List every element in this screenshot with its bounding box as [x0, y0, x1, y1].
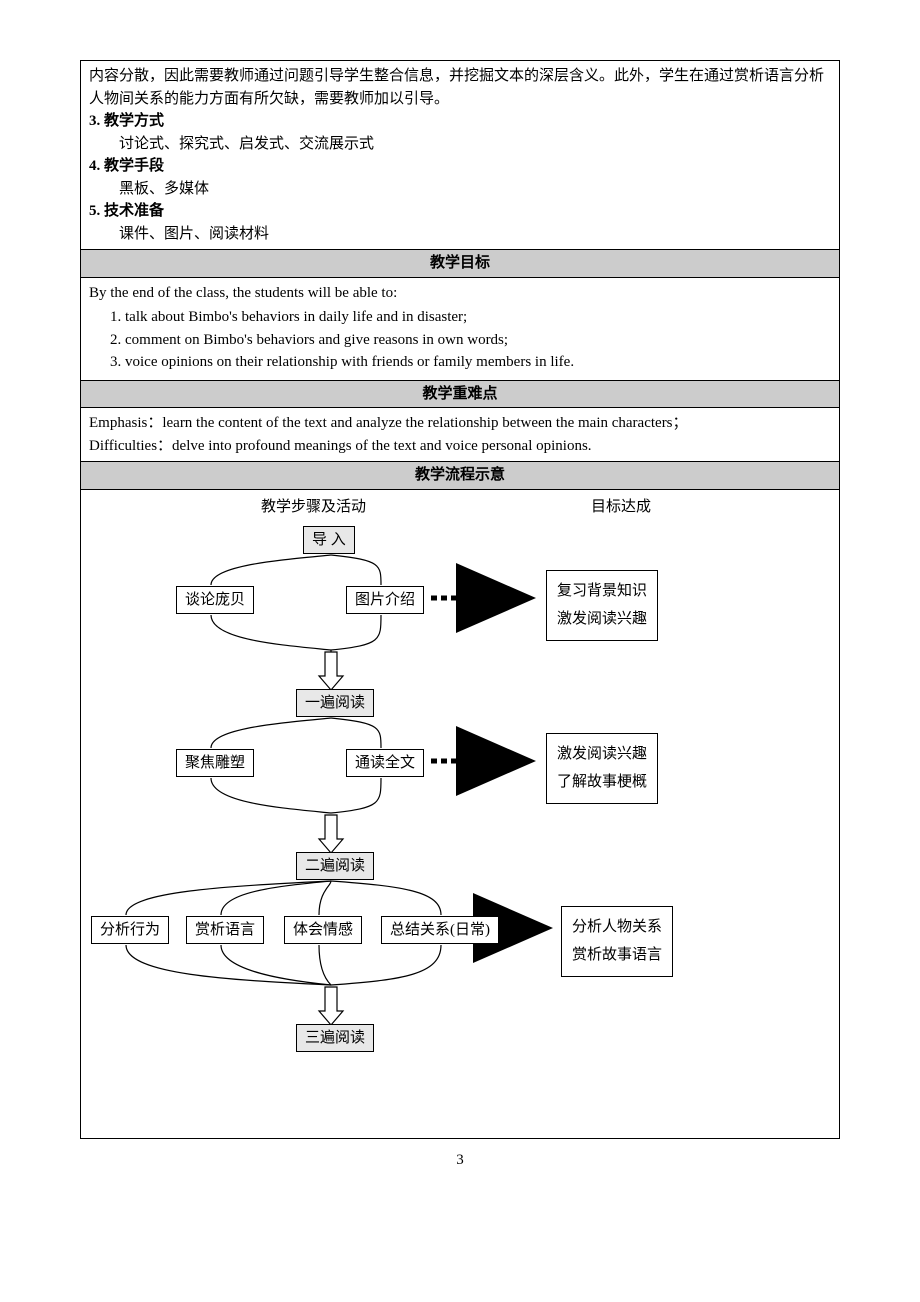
intro-paragraph: 内容分散，因此需要教师通过问题引导学生整合信息，并挖掘文本的深层含义。此外，学生…: [89, 65, 831, 110]
node-picture-intro: 图片介绍: [346, 586, 424, 615]
node-analyze-behavior: 分析行为: [91, 916, 169, 945]
header-goals: 教学目标: [81, 249, 839, 278]
header-emphasis: 教学重难点: [81, 380, 839, 409]
page-number: 3: [80, 1149, 840, 1172]
goal-box-1: 复习背景知识 激发阅读兴趣: [546, 570, 658, 641]
node-read3: 三遍阅读: [296, 1024, 374, 1053]
emphasis-block: Emphasis：learn the content of the text a…: [81, 408, 839, 461]
node-read1: 一遍阅读: [296, 689, 374, 718]
goal-item: talk about Bimbo's behaviors in daily li…: [125, 306, 831, 329]
sec5-title: 5. 技术准备: [89, 200, 831, 223]
node-read2: 二遍阅读: [296, 852, 374, 881]
goals-block: By the end of the class, the students wi…: [81, 278, 839, 380]
node-appreciate-language: 赏析语言: [186, 916, 264, 945]
header-flow: 教学流程示意: [81, 461, 839, 490]
goal2-line1: 激发阅读兴趣: [557, 740, 647, 769]
goal3-line1: 分析人物关系: [572, 913, 662, 942]
goals-list: talk about Bimbo's behaviors in daily li…: [89, 306, 831, 374]
goal3-line2: 赏析故事语言: [572, 941, 662, 970]
flowchart-area: 教学步骤及活动 目标达成: [81, 490, 839, 1138]
sec3-body: 讨论式、探究式、启发式、交流展示式: [89, 133, 831, 156]
difficulties-line: Difficulties：delve into profound meaning…: [89, 435, 831, 458]
flow-col-left-label: 教学步骤及活动: [261, 496, 366, 519]
goals-lead: By the end of the class, the students wi…: [89, 282, 831, 305]
goal1-line1: 复习背景知识: [557, 577, 647, 606]
goal-box-3: 分析人物关系 赏析故事语言: [561, 906, 673, 977]
node-intro: 导 入: [303, 526, 355, 555]
sec4-body: 黑板、多媒体: [89, 178, 831, 201]
node-talk-pompeii: 谈论庞贝: [176, 586, 254, 615]
top-text-block: 内容分散，因此需要教师通过问题引导学生整合信息，并挖掘文本的深层含义。此外，学生…: [81, 61, 839, 249]
flow-col-right-label: 目标达成: [591, 496, 651, 519]
document-frame: 内容分散，因此需要教师通过问题引导学生整合信息，并挖掘文本的深层含义。此外，学生…: [80, 60, 840, 1139]
goal-item: comment on Bimbo's behaviors and give re…: [125, 329, 831, 352]
node-read-all: 通读全文: [346, 749, 424, 778]
node-summarize-relation: 总结关系(日常): [381, 916, 499, 945]
goal1-line2: 激发阅读兴趣: [557, 605, 647, 634]
emphasis-line: Emphasis：learn the content of the text a…: [89, 412, 831, 435]
node-experience-emotion: 体会情感: [284, 916, 362, 945]
node-focus-sculpture: 聚焦雕塑: [176, 749, 254, 778]
goal2-line2: 了解故事梗概: [557, 768, 647, 797]
goal-item: voice opinions on their relationship wit…: [125, 351, 831, 374]
sec4-title: 4. 教学手段: [89, 155, 831, 178]
sec5-body: 课件、图片、阅读材料: [89, 223, 831, 246]
sec3-title: 3. 教学方式: [89, 110, 831, 133]
goal-box-2: 激发阅读兴趣 了解故事梗概: [546, 733, 658, 804]
